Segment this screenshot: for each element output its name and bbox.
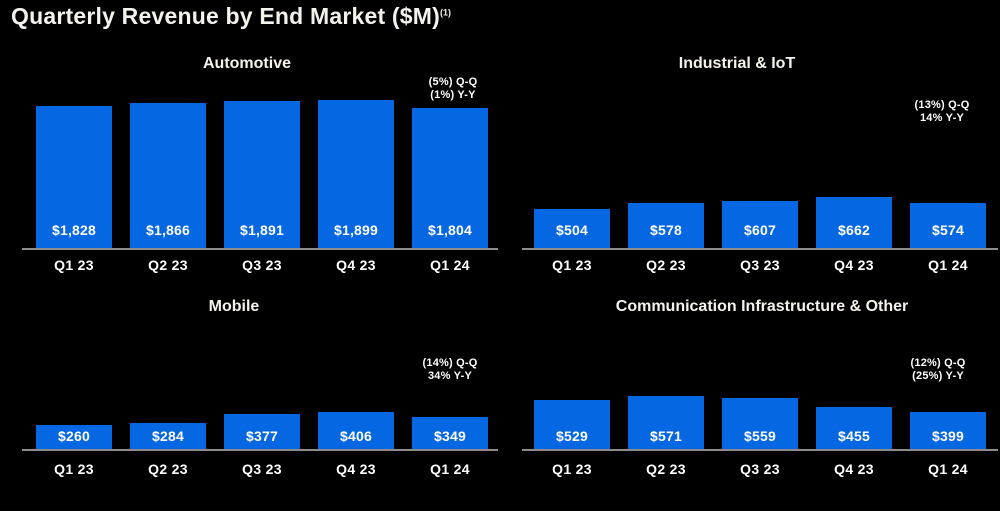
bar-value-label: $529 <box>556 428 588 444</box>
bar-q3-23: $607 <box>722 201 798 248</box>
bar-value-label: $571 <box>650 428 682 444</box>
x-axis-tick-label: Q3 23 <box>740 461 780 477</box>
annotation-qq-line: (14%) Q-Q <box>422 357 478 369</box>
bar-q3-23: $377 <box>224 414 300 449</box>
bar-value-label: $504 <box>556 222 588 238</box>
bar-value-label: $1,866 <box>145 222 191 238</box>
bar-q1-24: $574 <box>910 203 986 248</box>
bar-value-label: $1,891 <box>239 222 285 238</box>
x-axis-line <box>22 248 498 250</box>
x-axis-tick-label: Q1 23 <box>54 461 94 477</box>
chart-panel-mobile: Mobile (14%) Q-Q 34% Y-Y $260 Q1 23 $284 Q2 23… <box>0 290 500 511</box>
bar-q4-23: $455 <box>816 407 892 449</box>
x-axis-tick-label: Q3 23 <box>242 257 282 273</box>
x-axis-tick-label: Q4 23 <box>834 461 874 477</box>
bar-q4-23: $406 <box>318 412 394 449</box>
x-axis-tick-label: Q2 23 <box>646 461 686 477</box>
bar-value-label: $607 <box>744 222 776 238</box>
bar-value-label: $455 <box>838 428 870 444</box>
x-axis-tick-label: Q1 24 <box>430 257 470 273</box>
bar-q3-23: $1,891 <box>224 101 300 248</box>
chart-title: Communication Infrastructure & Other <box>615 298 909 315</box>
x-axis-tick-label: Q1 24 <box>928 257 968 273</box>
bar-q1-23: $529 <box>534 400 610 449</box>
x-axis-tick-label: Q1 23 <box>54 257 94 273</box>
bar-value-label: $574 <box>932 222 964 238</box>
bar-value-label: $1,899 <box>333 222 379 238</box>
x-axis-line <box>522 449 998 451</box>
x-axis-tick-label: Q4 23 <box>336 461 376 477</box>
bar-q1-23: $1,828 <box>36 106 112 248</box>
chart-panel-industrial-iot: Industrial & IoT (13%) Q-Q 14% Y-Y $504 Q1 2… <box>500 48 1000 290</box>
page-title-text: Quarterly Revenue by End Market ($M) <box>11 3 440 29</box>
bar-value-label: $1,828 <box>51 222 97 238</box>
x-axis-tick-label: Q1 24 <box>928 461 968 477</box>
bar-q1-23: $260 <box>36 425 112 449</box>
bar-q1-24: $349 <box>412 417 488 449</box>
bar-q4-23: $662 <box>816 197 892 248</box>
annotation-qq-line: (5%) Q-Q <box>428 76 478 88</box>
chart-title: Industrial & IoT <box>678 55 796 72</box>
x-axis-tick-label: Q3 23 <box>242 461 282 477</box>
annotation-yy-line: (1%) Y-Y <box>430 88 476 101</box>
bar-value-label: $284 <box>152 428 184 444</box>
annotation-yy-line: (25%) Y-Y <box>912 369 964 382</box>
bar-q3-23: $559 <box>722 398 798 449</box>
bar-value-label: $1,804 <box>427 222 473 238</box>
chart-title: Mobile <box>208 298 260 315</box>
bar-q2-23: $571 <box>628 396 704 449</box>
bar-q2-23: $578 <box>628 203 704 248</box>
x-axis-tick-label: Q3 23 <box>740 257 780 273</box>
x-axis-tick-label: Q1 23 <box>552 461 592 477</box>
qq-yy-annotation: (13%) Q-Q 14% Y-Y <box>915 99 970 124</box>
bar-value-label: $399 <box>932 428 964 444</box>
bar-value-label: $349 <box>434 428 466 444</box>
x-axis-tick-label: Q1 23 <box>552 257 592 273</box>
qq-yy-annotation: (12%) Q-Q (25%) Y-Y <box>911 357 966 382</box>
x-axis-tick-label: Q4 23 <box>336 257 376 273</box>
x-axis-tick-label: Q2 23 <box>148 461 188 477</box>
bar-q1-24: $399 <box>910 412 986 449</box>
chart-panel-automotive: Automotive (5%) Q-Q (1%) Y-Y $1,828 Q1 23 $1,… <box>0 48 500 290</box>
annotation-qq-line: (12%) Q-Q <box>910 357 966 369</box>
bar-q1-23: $504 <box>534 209 610 248</box>
chart-panel-communication-infrastructure-other: Communication Infrastructure & Other (12%… <box>500 290 1000 511</box>
annotation-yy-line: 14% Y-Y <box>919 111 965 124</box>
bar-value-label: $662 <box>838 222 870 238</box>
bar-q2-23: $1,866 <box>130 103 206 248</box>
x-axis-tick-label: Q2 23 <box>646 257 686 273</box>
bar-q1-24: $1,804 <box>412 108 488 248</box>
x-axis-tick-label: Q2 23 <box>148 257 188 273</box>
x-axis-tick-label: Q4 23 <box>834 257 874 273</box>
bar-value-label: $377 <box>246 428 278 444</box>
annotation-yy-line: 34% Y-Y <box>427 369 473 382</box>
page-title: Quarterly Revenue by End Market ($M)(1) <box>11 3 451 30</box>
bar-q2-23: $284 <box>130 423 206 449</box>
bar-value-label: $406 <box>340 428 372 444</box>
x-axis-line <box>522 248 998 250</box>
x-axis-tick-label: Q1 24 <box>430 461 470 477</box>
qq-yy-annotation: (5%) Q-Q (1%) Y-Y <box>429 76 478 101</box>
annotation-qq-line: (13%) Q-Q <box>914 99 970 111</box>
bar-value-label: $260 <box>58 428 90 444</box>
bar-q4-23: $1,899 <box>318 100 394 248</box>
chart-title: Automotive <box>203 55 291 72</box>
bar-value-label: $559 <box>744 428 776 444</box>
bar-value-label: $578 <box>650 222 682 238</box>
qq-yy-annotation: (14%) Q-Q 34% Y-Y <box>423 357 478 382</box>
footnote-marker: (1) <box>439 7 451 18</box>
x-axis-line <box>22 449 498 451</box>
